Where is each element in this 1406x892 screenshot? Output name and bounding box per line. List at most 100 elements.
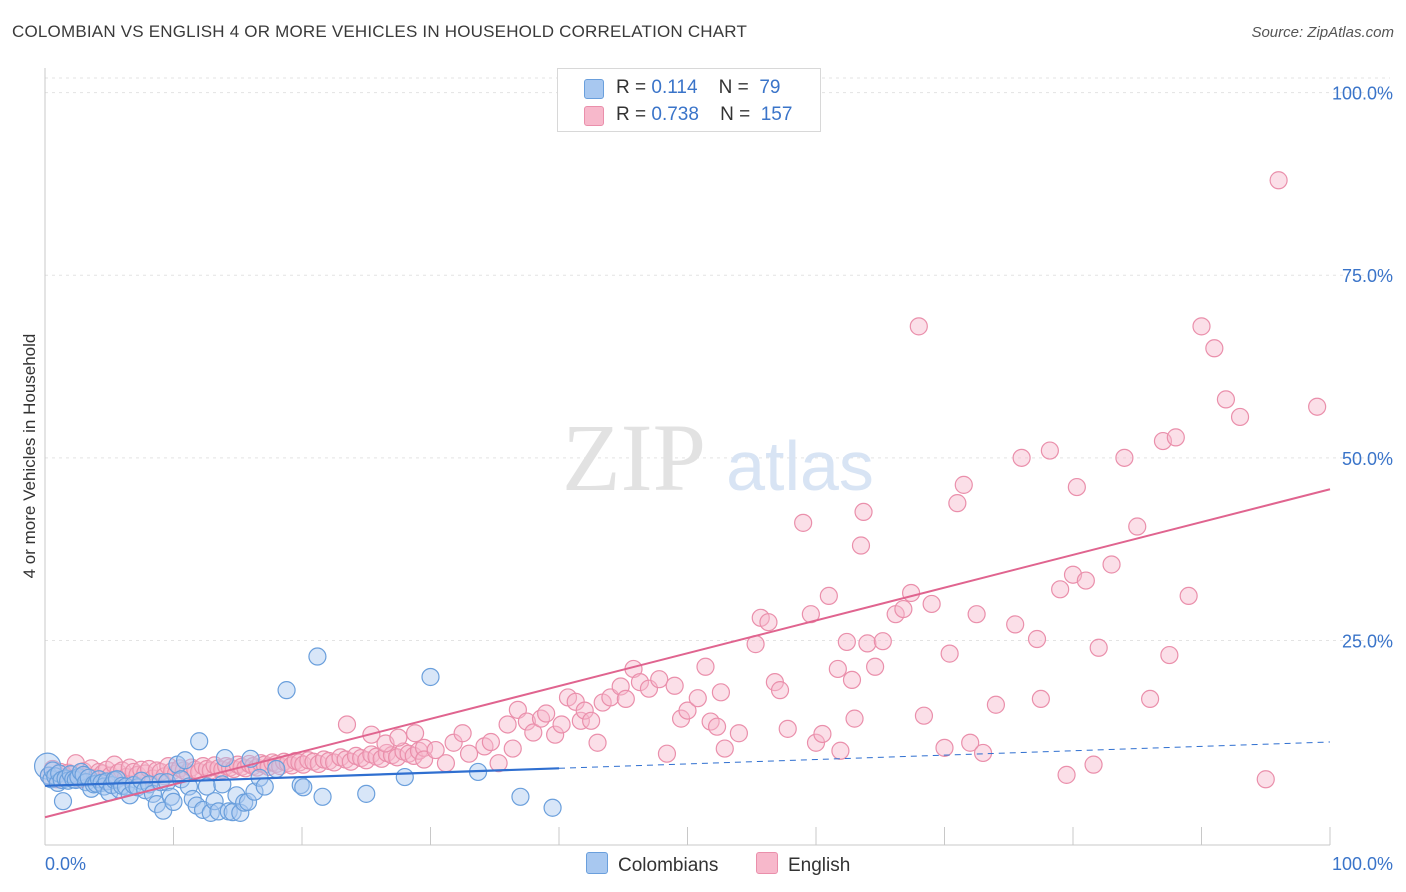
english-point xyxy=(858,634,877,653)
english-point xyxy=(854,502,873,522)
english-swatch xyxy=(756,852,778,874)
colombians-point xyxy=(277,681,296,700)
english-point xyxy=(481,732,500,752)
english-point xyxy=(935,738,954,757)
english-point xyxy=(1067,477,1086,497)
english-point xyxy=(503,739,522,758)
colombians-point xyxy=(357,784,376,803)
english-point xyxy=(616,689,635,709)
colombians-point xyxy=(209,802,228,821)
colombians-point xyxy=(175,751,195,770)
y-tick-label: 50.0% xyxy=(1342,449,1393,469)
english-point xyxy=(575,701,594,720)
colombians-swatch xyxy=(586,852,608,874)
colombians-point xyxy=(197,777,217,796)
english-point xyxy=(426,740,445,760)
r-value: 0.114 xyxy=(651,77,698,98)
english-point xyxy=(696,657,715,676)
colombians-point xyxy=(227,786,246,805)
english-point xyxy=(1192,317,1211,336)
english-point xyxy=(1160,645,1179,665)
english-trend-line xyxy=(44,488,1331,819)
english-point xyxy=(588,733,607,752)
watermark-zip: ZIP xyxy=(562,404,706,511)
english-point xyxy=(866,657,885,676)
english-point xyxy=(552,715,571,734)
english-point xyxy=(770,681,790,700)
colombians-point xyxy=(190,732,209,751)
english-point xyxy=(517,712,536,731)
r-value: 0.738 xyxy=(651,104,699,125)
english-point xyxy=(1256,770,1275,789)
english-point xyxy=(1006,615,1025,634)
colombians-point xyxy=(511,787,530,806)
n-label: N = xyxy=(718,77,749,98)
r-label: R = xyxy=(616,77,647,98)
english-point xyxy=(873,632,892,651)
english-point xyxy=(537,704,556,723)
english-point xyxy=(778,719,797,738)
english-point xyxy=(894,599,913,619)
english-point xyxy=(546,725,565,744)
english-point xyxy=(901,583,921,603)
english-point xyxy=(845,709,864,728)
english-point xyxy=(1027,629,1047,649)
english-point xyxy=(794,513,813,532)
colombians-point xyxy=(267,759,286,779)
english-point xyxy=(1216,390,1236,409)
english-point xyxy=(1102,555,1121,574)
colombians-trend-extension xyxy=(558,741,1331,769)
colombians-point xyxy=(395,767,414,787)
english-point xyxy=(1051,580,1070,599)
legend-row-english: R = 0.738 N = 157 xyxy=(558,101,820,129)
colombians-point xyxy=(313,787,332,806)
n-value: 79 xyxy=(759,77,781,98)
english-point xyxy=(1057,765,1076,784)
colombians-point xyxy=(308,647,327,666)
english-point xyxy=(630,673,650,692)
english-point xyxy=(973,743,993,763)
colombians-point xyxy=(53,792,73,811)
colombians-trend-line xyxy=(44,767,560,787)
gridlines xyxy=(45,77,1390,641)
english-point xyxy=(1230,407,1250,427)
colombians-point xyxy=(421,667,440,687)
axes xyxy=(44,68,1331,846)
legend-row-colombians: R = 0.114 N = 79 xyxy=(558,74,820,102)
r-label: R = xyxy=(616,104,647,125)
english-point xyxy=(1012,448,1031,467)
english-point xyxy=(1205,339,1224,358)
english-point xyxy=(707,717,727,736)
english-point xyxy=(498,715,517,734)
english-point xyxy=(1128,517,1147,536)
english-point xyxy=(1269,171,1288,190)
colombians-point xyxy=(294,778,313,797)
legend-label-colombians: Colombians xyxy=(618,855,719,876)
english-point xyxy=(372,749,391,768)
colombians-point xyxy=(164,792,183,812)
english-point xyxy=(837,632,856,652)
english-point xyxy=(914,706,934,725)
english-point xyxy=(357,751,376,770)
y-tick-label: 100.0% xyxy=(1332,84,1393,104)
english-point xyxy=(922,594,941,614)
chart-title: COLOMBIAN VS ENGLISH 4 OR MORE VEHICLES … xyxy=(12,22,748,41)
source-label: Source: ZipAtlas.com xyxy=(1251,24,1394,41)
colombians-point xyxy=(201,803,220,822)
english-point xyxy=(489,754,508,773)
colombians-swatch xyxy=(584,79,604,99)
english-point xyxy=(337,715,357,734)
english-point xyxy=(759,613,778,632)
english-point xyxy=(665,676,684,695)
legend-label-english: English xyxy=(788,855,851,876)
x-tick-label: 100.0% xyxy=(1332,854,1393,874)
english-point xyxy=(954,475,973,494)
colombians-points xyxy=(33,647,562,822)
english-point xyxy=(678,701,697,720)
y-tick-label: 25.0% xyxy=(1342,631,1393,651)
english-point xyxy=(948,494,967,513)
english-point xyxy=(1084,755,1103,774)
english-point xyxy=(813,724,832,744)
english-point xyxy=(828,659,847,679)
english-point xyxy=(940,644,959,663)
